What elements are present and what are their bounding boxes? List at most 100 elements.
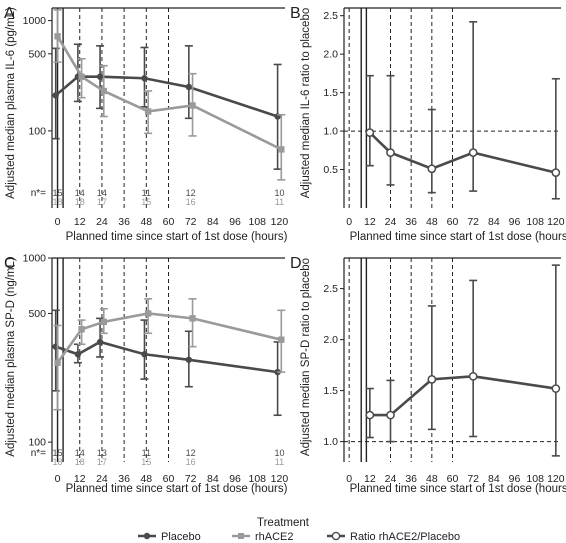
legend-item: Ratio rhACE2/Placebo bbox=[327, 531, 460, 543]
n-count-rhace2: 18 bbox=[53, 457, 63, 467]
data-point bbox=[386, 148, 395, 157]
x-tick-label: 108 bbox=[248, 473, 266, 485]
x-tick-label: 36 bbox=[118, 216, 130, 228]
x-tick-label: 120 bbox=[547, 216, 565, 228]
data-point bbox=[141, 351, 148, 358]
x-tick-label: 72 bbox=[185, 473, 197, 485]
data-point bbox=[468, 371, 478, 381]
x-tick-label: 48 bbox=[140, 216, 152, 228]
x-tick-label: 72 bbox=[467, 216, 479, 228]
n-count-rhace2: 16 bbox=[186, 457, 196, 467]
x-tick-label: 24 bbox=[96, 473, 108, 485]
x-tick-label: 108 bbox=[526, 216, 544, 228]
y-tick-label: 0.5 bbox=[323, 164, 338, 176]
data-point bbox=[96, 73, 104, 80]
x-tick-label: 60 bbox=[163, 216, 175, 228]
y-tick-label: 1.5 bbox=[323, 385, 338, 397]
x-tick-label: 108 bbox=[248, 216, 266, 228]
n-count-rhace2: 18 bbox=[75, 197, 85, 207]
y-axis-label: Adjusted median plasma IL-6 (pg/mL) bbox=[5, 7, 17, 199]
y-tick-label: 1000 bbox=[23, 253, 47, 265]
x-tick-label: 120 bbox=[547, 473, 565, 485]
data-point bbox=[278, 146, 285, 153]
n-count-rhace2: 17 bbox=[97, 457, 107, 467]
data-point bbox=[551, 384, 561, 393]
panel-c: C 100 500 1000 0 12 24 36 48 60 72 84 96 108 120Planne… bbox=[4, 253, 288, 496]
x-tick-label: 0 bbox=[55, 216, 61, 228]
data-point bbox=[468, 148, 478, 157]
n-count-placebo: 11 bbox=[142, 448, 151, 458]
y-tick-label: 1000 bbox=[23, 15, 47, 27]
y-tick-label: 1.5 bbox=[323, 87, 338, 99]
n-count-placebo: 14 bbox=[97, 188, 107, 198]
data-point bbox=[551, 168, 561, 177]
data-point bbox=[74, 351, 82, 358]
y-tick-label: 500 bbox=[28, 48, 46, 60]
data-point bbox=[141, 75, 148, 82]
x-tick-label: 48 bbox=[426, 473, 438, 485]
panel-a: A 100 500 1000 0 12 24 36 48 60 72 84 96 108 120 Planne… bbox=[4, 5, 288, 243]
x-tick-label: 0 bbox=[55, 473, 61, 485]
panel-d: D 1.0 1.5 2.0 2.5 0 12 24 36 48 60 72 84 96 108 120Plan… bbox=[290, 255, 566, 495]
data-point bbox=[365, 410, 375, 420]
data-point bbox=[52, 92, 59, 99]
x-tick-label: 84 bbox=[207, 216, 219, 228]
data-point bbox=[185, 356, 193, 363]
n-label: n*= bbox=[31, 448, 46, 459]
x-tick-label: 12 bbox=[364, 473, 376, 485]
x-tick-label: 48 bbox=[140, 473, 152, 485]
series-line bbox=[56, 35, 282, 151]
x-tick-label: 24 bbox=[385, 473, 397, 485]
y-tick-label: 100 bbox=[28, 125, 46, 137]
y-axis-label: Adjusted median SP-D ratio to placebo bbox=[300, 258, 312, 456]
x-tick-label: 36 bbox=[118, 473, 130, 485]
x-tick-label: 48 bbox=[426, 216, 438, 228]
x-axis-label: Planned time since start of 1st dose (ho… bbox=[66, 483, 288, 495]
n-count-rhace2: 15 bbox=[141, 197, 151, 207]
series-placebo bbox=[51, 43, 282, 170]
y-tick-label: 2.5 bbox=[323, 283, 338, 295]
series-line bbox=[369, 375, 557, 417]
n-count-placebo: 11 bbox=[142, 188, 151, 198]
data-point bbox=[100, 318, 107, 326]
data-point bbox=[185, 83, 193, 91]
legend-label: Placebo bbox=[161, 531, 201, 543]
data-point bbox=[144, 310, 152, 317]
n-count-placebo: 10 bbox=[274, 448, 284, 458]
n-count-rhace2: 17 bbox=[97, 197, 107, 207]
panel-letter: B bbox=[290, 5, 301, 22]
series-rhace2 bbox=[53, 298, 286, 411]
n-count-rhace2: 18 bbox=[53, 197, 63, 207]
panel-letter: D bbox=[290, 255, 302, 272]
series-line bbox=[368, 131, 557, 174]
legend-swatch-marker bbox=[143, 532, 151, 540]
x-tick-label: 0 bbox=[346, 473, 352, 485]
n-label: n*= bbox=[31, 188, 46, 199]
x-axis-label: Planned time since start of 1st dose (ho… bbox=[350, 231, 566, 243]
x-tick-label: 96 bbox=[229, 216, 241, 228]
n-count-rhace2: 15 bbox=[141, 457, 151, 467]
x-tick-label: 24 bbox=[385, 216, 397, 228]
x-tick-label: 72 bbox=[467, 473, 479, 485]
legend-item: rhACE2 bbox=[232, 531, 294, 543]
data-point bbox=[54, 359, 61, 366]
x-tick-label: 36 bbox=[405, 473, 417, 485]
n-count-rhace2: 11 bbox=[275, 457, 284, 467]
panel-letter: A bbox=[4, 5, 15, 22]
series-ratio-rhace2-placebo bbox=[365, 264, 561, 457]
data-point bbox=[365, 128, 375, 137]
panel-b: B 0.5 1.0 1.5 2.0 2.5 0 12 24 36 48 60 72 84 96 108 120 P… bbox=[290, 5, 566, 243]
data-point bbox=[96, 338, 104, 346]
x-tick-label: 96 bbox=[509, 473, 521, 485]
data-point bbox=[144, 108, 152, 115]
y-tick-label: 2.5 bbox=[323, 10, 338, 22]
n-count-rhace2: 11 bbox=[275, 197, 284, 207]
y-tick-label: 1.0 bbox=[323, 126, 338, 138]
n-count-placebo: 14 bbox=[75, 188, 85, 198]
series-ratio-rhace2-placebo bbox=[365, 21, 561, 200]
y-tick-label: 2.0 bbox=[323, 334, 338, 346]
x-tick-label: 84 bbox=[488, 473, 500, 485]
y-tick-label: 2.0 bbox=[323, 49, 338, 61]
x-tick-label: 12 bbox=[74, 473, 86, 485]
